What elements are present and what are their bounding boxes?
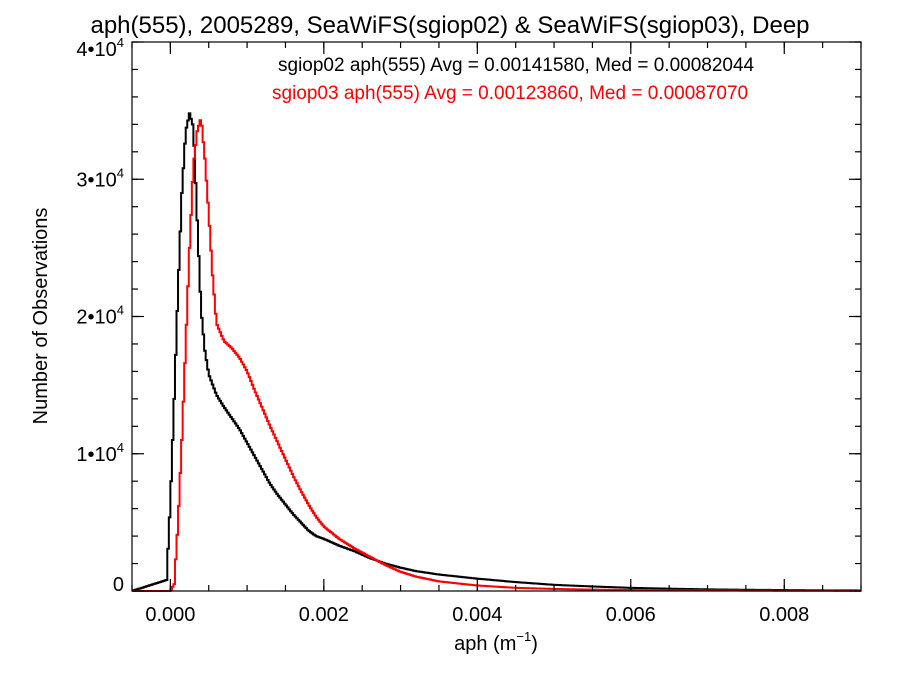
x-tick-label: 0.006 (606, 604, 656, 626)
tick-layer: 0.000 0.002 0.004 0.006 0.008 0 1•104 2•104 3•10… (76, 35, 862, 626)
series-line-sgiop02 (132, 112, 861, 592)
y-tick-label: 4•104 (76, 35, 124, 61)
x-axis-label-exponent: −1 (516, 629, 531, 644)
legend-entry-sgiop03: sgiop03 aph(555) Avg = 0.00123860, Med =… (272, 83, 748, 104)
chart-title: aph(555), 2005289, SeaWiFS(sgiop02) & Se… (90, 12, 809, 39)
y-tick-label: 2•104 (76, 303, 124, 329)
x-tick-label: 0.000 (145, 604, 195, 626)
series-layer (132, 112, 861, 592)
y-axis-label: Number of Observations (30, 208, 52, 425)
x-axis-label: aph (m−1) (454, 629, 538, 655)
legend-entry-sgiop02: sgiop02 aph(555) Avg = 0.00141580, Med =… (278, 55, 755, 76)
series-line-sgiop03 (132, 119, 861, 592)
y-tick-label: 3•104 (76, 165, 124, 191)
plot-frame (131, 41, 862, 592)
x-tick-label: 0.008 (759, 604, 809, 626)
y-tick-label: 1•104 (76, 440, 124, 466)
x-tick-label: 0.002 (299, 604, 349, 626)
x-tick-label: 0.004 (452, 604, 502, 626)
y-tick-label: 0 (113, 574, 124, 596)
